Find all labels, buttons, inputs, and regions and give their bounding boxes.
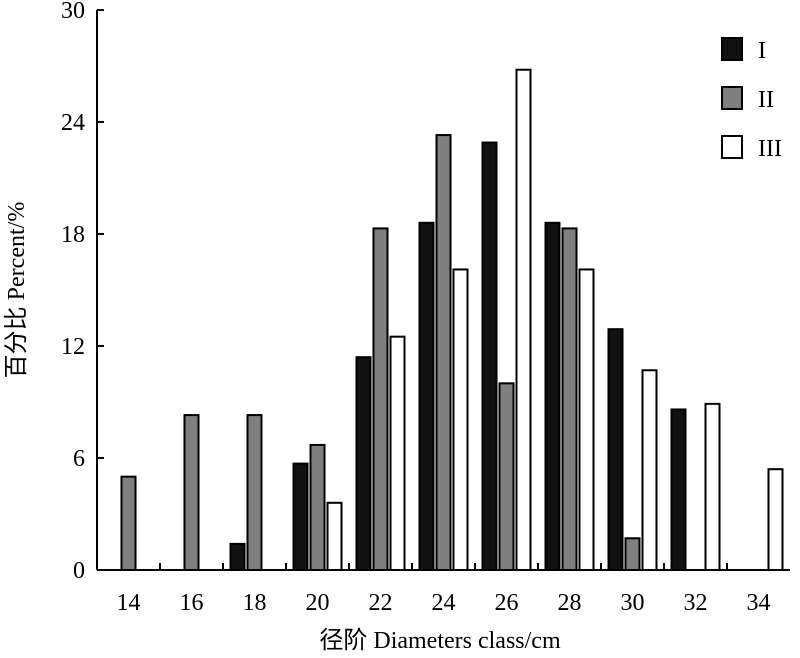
bar-III-32	[704, 402, 721, 571]
y-tick-label: 30	[61, 0, 85, 24]
bar-II-16	[183, 414, 200, 572]
x-tick-label: 32	[684, 590, 708, 616]
x-tick-label: 18	[243, 590, 267, 616]
x-tick-label: 28	[558, 590, 582, 616]
tick-labels: 0 6 12 18 24 30 14 16 18 20 22 24 26 28 30 32 34	[61, 0, 771, 616]
bar-I-26	[481, 141, 498, 572]
bar-I-18	[229, 542, 246, 571]
y-axis-title: 百分比 Percent/%	[3, 202, 30, 379]
legend-label: II	[758, 87, 774, 113]
y-tick-label: 24	[61, 110, 85, 136]
legend-label: I	[758, 38, 766, 64]
x-tick-label: 16	[180, 590, 204, 616]
legend-label: III	[758, 136, 782, 162]
bar-II-18	[246, 414, 263, 572]
bar-III-28	[578, 268, 595, 571]
bar-I-28	[544, 221, 561, 572]
bar-II-20	[309, 443, 326, 571]
x-tick-label: 22	[369, 590, 393, 616]
bar-III-22	[389, 335, 406, 571]
y-tick-label: 18	[61, 222, 85, 248]
legend-swatch	[721, 135, 743, 159]
x-tick-label: 26	[495, 590, 519, 616]
y-tick-label: 6	[73, 446, 85, 472]
bar-II-26	[498, 382, 515, 572]
x-tick-label: 14	[117, 590, 141, 616]
x-tick-label: 30	[621, 590, 645, 616]
bars	[120, 68, 784, 572]
x-tick-label: 20	[306, 590, 330, 616]
bar-I-24	[418, 221, 435, 572]
bar-II-28	[561, 227, 578, 571]
y-tick-label: 0	[73, 558, 85, 584]
y-tick-label: 12	[61, 334, 85, 360]
bar-III-24	[452, 268, 469, 571]
bar-II-14	[120, 475, 137, 571]
bar-II-24	[435, 134, 452, 571]
bar-III-20	[326, 501, 343, 571]
bar-II-30	[624, 537, 641, 571]
bar-III-30	[641, 369, 658, 571]
bar-I-30	[607, 328, 624, 572]
bar-I-20	[292, 462, 309, 572]
x-tick-label: 34	[747, 590, 771, 616]
bar-III-26	[515, 68, 532, 571]
bar-III-34	[767, 468, 784, 572]
bar-II-22	[372, 227, 389, 571]
x-tick-label: 24	[432, 590, 456, 616]
legend-swatch	[721, 86, 743, 110]
x-axis-title: 径阶 Diameters class/cm	[319, 627, 561, 654]
bar-I-32	[670, 408, 687, 572]
bar-I-22	[355, 356, 372, 572]
legend-swatch	[721, 37, 743, 61]
